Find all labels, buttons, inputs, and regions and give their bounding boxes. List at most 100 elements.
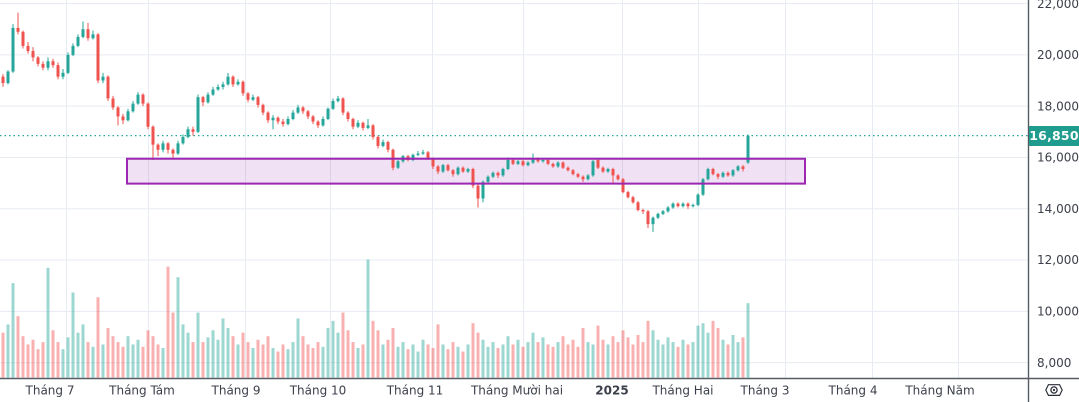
volume-bar bbox=[171, 312, 175, 378]
volume-bar bbox=[201, 342, 205, 378]
volume-bar bbox=[591, 344, 595, 378]
volume-bar bbox=[296, 318, 300, 378]
candle-body bbox=[71, 45, 75, 55]
volume-bar bbox=[646, 320, 650, 378]
candle-body bbox=[191, 129, 195, 132]
volume-bar bbox=[461, 351, 465, 378]
candle-body bbox=[466, 168, 470, 172]
volume-bar bbox=[471, 323, 475, 378]
candle-body bbox=[266, 112, 270, 121]
x-axis-tick: 2025 bbox=[595, 384, 628, 398]
volume-bar bbox=[16, 316, 20, 378]
candle-body bbox=[36, 57, 40, 64]
volume-bar bbox=[141, 346, 145, 378]
volume-bar bbox=[6, 324, 10, 378]
y-axis-tick: 18,000 bbox=[1037, 99, 1079, 113]
candle-body bbox=[601, 167, 605, 172]
candle-body bbox=[276, 117, 280, 122]
candle-body bbox=[146, 103, 150, 127]
candle-body bbox=[486, 176, 490, 182]
volume-bar bbox=[441, 344, 445, 378]
volume-bar bbox=[521, 346, 525, 378]
rectangle-drawing[interactable] bbox=[126, 157, 806, 185]
volume-bar bbox=[336, 332, 340, 378]
volume-bar bbox=[731, 335, 735, 378]
y-axis-tick: 22,000 bbox=[1037, 0, 1079, 11]
volume-bar bbox=[281, 344, 285, 378]
candle-body bbox=[161, 143, 165, 150]
candle-body bbox=[376, 136, 380, 146]
candle-body bbox=[86, 29, 90, 39]
candle-body bbox=[671, 203, 675, 208]
candle-body bbox=[16, 27, 20, 32]
candle-body bbox=[631, 197, 635, 203]
volume-bar bbox=[706, 332, 710, 378]
volume-bar bbox=[451, 342, 455, 378]
volume-bar bbox=[346, 330, 350, 378]
volume-bar bbox=[136, 339, 140, 378]
last-price-label: 16,850 bbox=[1029, 125, 1079, 146]
x-axis-tick: Tháng 7 bbox=[25, 384, 75, 398]
time-axis[interactable]: Tháng 7 Tháng Tám Tháng 9 Tháng 10 Tháng 11 T… bbox=[25, 384, 975, 398]
volume-bar bbox=[481, 339, 485, 378]
volume-bar bbox=[331, 320, 335, 378]
candle-body bbox=[571, 170, 575, 175]
candle-body bbox=[701, 179, 705, 195]
candle-body bbox=[396, 161, 400, 168]
volume-bar bbox=[116, 342, 120, 378]
volume-bar bbox=[566, 344, 570, 378]
volume-bar bbox=[456, 346, 460, 378]
candle-body bbox=[281, 121, 285, 125]
volume-bar bbox=[81, 324, 85, 378]
candle-body bbox=[541, 160, 545, 162]
candle-body bbox=[616, 175, 620, 180]
candle-body bbox=[96, 34, 100, 81]
volume-bar bbox=[191, 342, 195, 378]
x-axis-tick: Tháng 11 bbox=[386, 384, 444, 398]
candle-body bbox=[196, 97, 200, 132]
candle-body bbox=[1, 76, 5, 84]
candle-body bbox=[256, 97, 260, 105]
volume-bar bbox=[526, 342, 530, 378]
volume-bar bbox=[256, 339, 260, 378]
candle-body bbox=[721, 172, 725, 177]
tradingview-logo-icon[interactable] bbox=[1043, 382, 1065, 398]
candle-body bbox=[461, 167, 465, 172]
candle-body bbox=[426, 152, 430, 159]
candle-body bbox=[511, 160, 515, 164]
candle-body bbox=[506, 160, 510, 169]
candle-body bbox=[131, 103, 135, 112]
volume-bar bbox=[261, 344, 265, 378]
volume-bar bbox=[506, 336, 510, 378]
candle-body bbox=[711, 168, 715, 175]
volume-bar bbox=[186, 332, 190, 378]
candle-body bbox=[216, 86, 220, 90]
volume-bar bbox=[661, 344, 665, 378]
candle-body bbox=[381, 142, 385, 146]
volume-bar bbox=[596, 325, 600, 378]
volume-bar bbox=[496, 348, 500, 378]
candle-body bbox=[456, 167, 460, 175]
volume-bar bbox=[321, 346, 325, 378]
volume-bar bbox=[96, 297, 100, 378]
volume-bar bbox=[736, 342, 740, 378]
x-axis-tick: Tháng 3 bbox=[740, 384, 790, 398]
volume-bar bbox=[406, 349, 410, 378]
rectangle-drawing-fill bbox=[127, 158, 805, 184]
candle-body bbox=[241, 81, 245, 94]
volume-bar bbox=[391, 327, 395, 378]
logo-cell[interactable] bbox=[1028, 378, 1079, 402]
price-axis[interactable]: 22,000 20,000 18,000 16,000 14,000 12,000 10,0… bbox=[1037, 0, 1079, 370]
candle-body bbox=[436, 166, 440, 172]
volume-bar bbox=[91, 346, 95, 378]
volume-bar bbox=[501, 344, 505, 378]
volume-bar bbox=[41, 342, 45, 378]
volume-bar bbox=[11, 283, 15, 378]
candle-body bbox=[156, 144, 160, 150]
volume-bar bbox=[131, 344, 135, 378]
volume-bar bbox=[306, 344, 310, 378]
volume-bar bbox=[236, 344, 240, 378]
candle-body bbox=[551, 163, 555, 167]
